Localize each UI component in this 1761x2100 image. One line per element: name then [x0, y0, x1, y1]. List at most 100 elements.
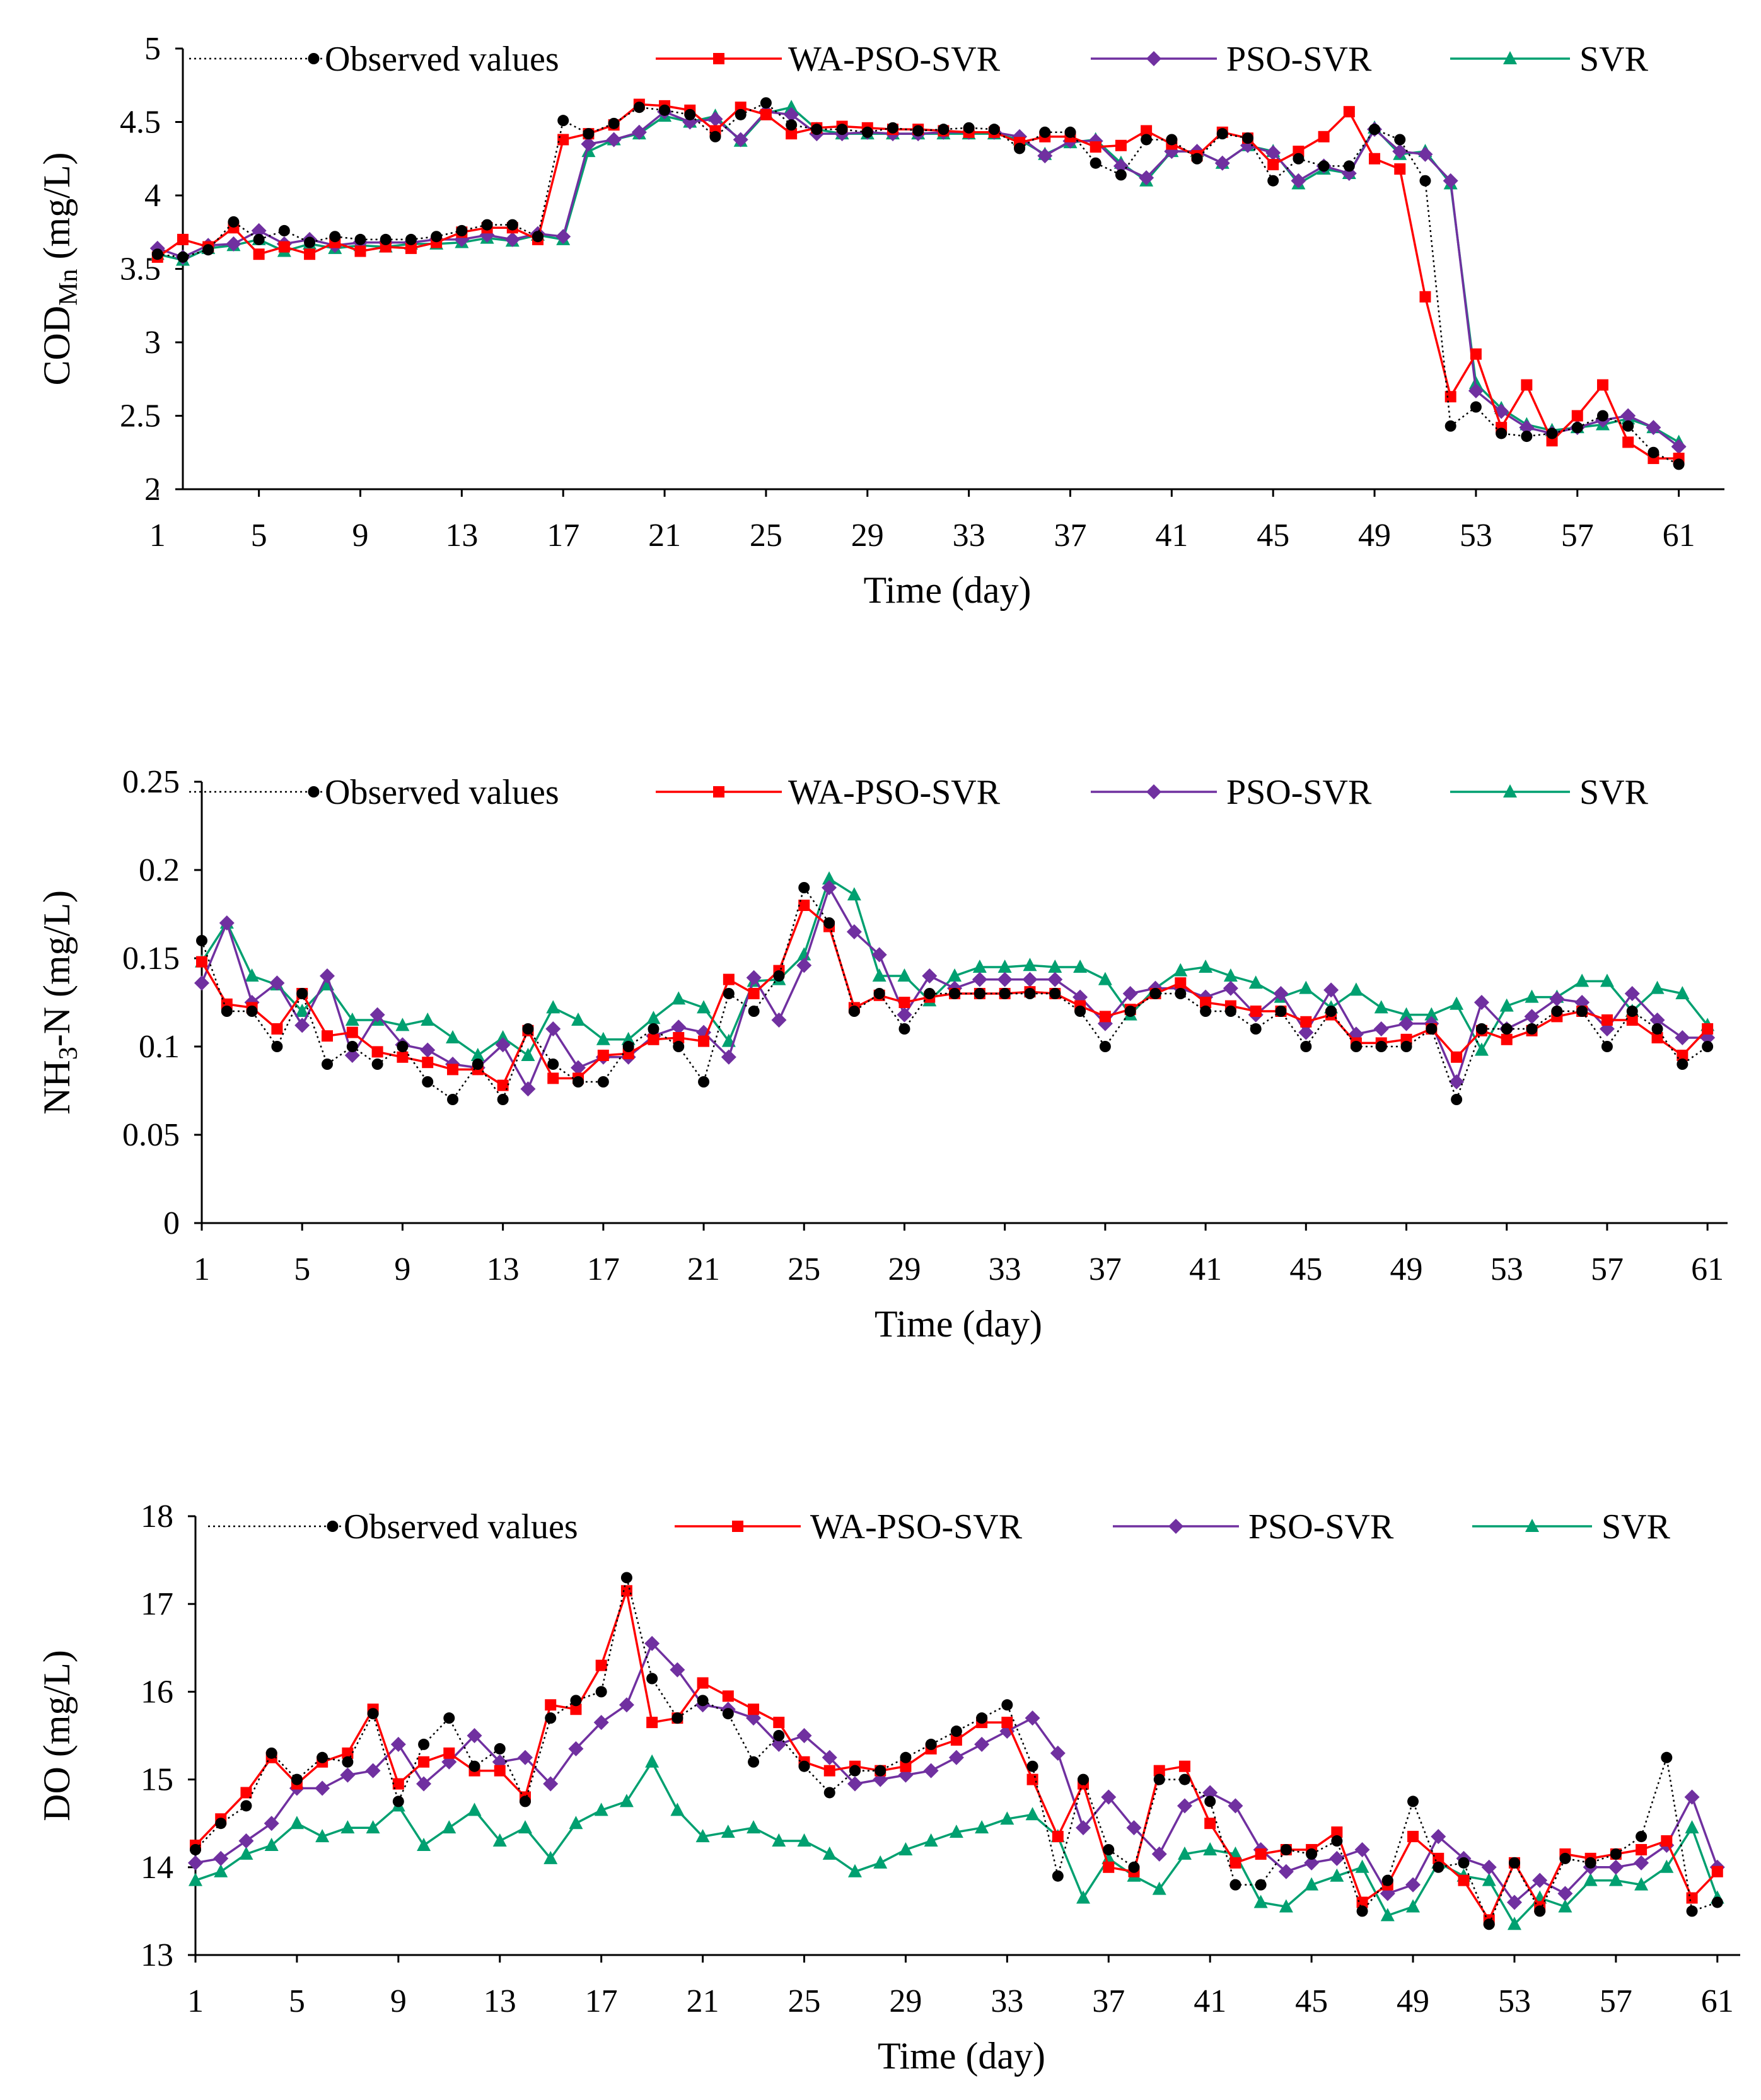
data-point-svr	[873, 1855, 888, 1869]
data-point-observed	[748, 1756, 760, 1768]
data-point-wa-pso-svr	[1702, 1023, 1714, 1035]
data-point-observed	[519, 1795, 531, 1807]
data-point-pso-svr	[1228, 1798, 1243, 1814]
data-point-pso-svr	[871, 947, 887, 963]
data-point-observed	[648, 1023, 660, 1035]
data-point-observed	[1343, 160, 1355, 172]
data-point-observed	[1375, 1041, 1387, 1052]
data-point-svr	[1450, 996, 1464, 1010]
data-point-observed	[532, 231, 543, 243]
y-axis-title-main: COD	[36, 306, 78, 386]
data-point-svr	[518, 1820, 532, 1834]
data-point-observed	[1229, 1879, 1241, 1891]
series-line-wa-pso-svr	[156, 103, 1679, 460]
legend-marker-pso-svr	[1146, 784, 1161, 799]
data-point-wa-pso-svr	[748, 1703, 760, 1715]
data-point-wa-pso-svr	[1175, 977, 1187, 989]
data-point-pso-svr	[320, 968, 335, 983]
data-point-pso-svr	[1671, 439, 1687, 455]
x-tick-label: 21	[687, 1983, 719, 2019]
data-point-svr	[1173, 963, 1188, 977]
data-point-pso-svr	[520, 1081, 536, 1097]
data-point-svr	[345, 1012, 359, 1026]
y-axis-title-main: DO	[36, 1766, 78, 1821]
data-point-observed	[583, 128, 595, 140]
data-point-pso-svr	[1646, 420, 1661, 436]
data-point-pso-svr	[1524, 1009, 1540, 1024]
data-point-svr	[1203, 1842, 1218, 1855]
series-wa-pso-svr	[151, 98, 1685, 465]
y-tick-label: 18	[141, 1499, 173, 1534]
x-tick-label: 33	[953, 518, 985, 554]
data-point-observed	[1394, 134, 1406, 146]
legend: Observed values WA-PSO-SVR PSO-SVR SVR	[208, 1507, 1671, 1546]
x-tick-label: 53	[1491, 1251, 1523, 1287]
chart-panel-1: 22.533.544.551 5 9 13 17 21 25 29 33 37 41 45 49 53 57…	[36, 31, 1724, 611]
x-tick-label: 45	[1289, 1251, 1322, 1287]
data-point-pso-svr	[644, 1635, 660, 1651]
data-point-observed	[1610, 1848, 1622, 1860]
data-point-pso-svr	[1223, 980, 1238, 996]
data-point-wa-pso-svr	[1407, 1831, 1419, 1843]
legend-label-svr: SVR	[1579, 40, 1649, 79]
data-point-pso-svr	[1624, 986, 1640, 1001]
data-point-pso-svr	[369, 1007, 385, 1023]
data-point-svr	[621, 1031, 636, 1045]
data-point-svr	[189, 1872, 202, 1886]
data-point-observed	[1596, 410, 1608, 422]
data-point-observed	[1673, 458, 1685, 470]
data-point-observed	[697, 1695, 709, 1707]
data-point-observed	[494, 1743, 506, 1755]
data-point-wa-pso-svr	[620, 1585, 632, 1597]
data-point-wa-pso-svr	[1026, 1773, 1038, 1785]
data-point-svr	[975, 1820, 989, 1834]
data-point-observed	[1280, 1843, 1292, 1855]
data-point-observed	[392, 1795, 404, 1807]
series-observed	[196, 882, 1714, 1105]
data-point-observed	[1275, 1006, 1287, 1017]
data-point-observed	[684, 108, 696, 120]
legend-label-svr: SVR	[1579, 773, 1649, 812]
data-point-observed	[633, 102, 645, 113]
x-tick-label: 33	[989, 1251, 1021, 1287]
data-point-svr	[784, 100, 799, 113]
data-point-svr	[1558, 1899, 1572, 1913]
data-point-wa-pso-svr	[823, 1765, 835, 1777]
data-point-svr	[1608, 1872, 1623, 1886]
data-point-observed	[1149, 988, 1161, 999]
data-point-wa-pso-svr	[1711, 1865, 1723, 1877]
y-axis-title-main: NH	[36, 1060, 78, 1115]
data-point-pso-svr	[1304, 1855, 1320, 1871]
data-point-wa-pso-svr	[397, 1051, 409, 1063]
data-point-wa-pso-svr	[1677, 1050, 1688, 1061]
data-point-wa-pso-svr	[1103, 1861, 1115, 1873]
x-tick-label: 61	[1663, 518, 1695, 554]
data-point-observed	[798, 882, 810, 893]
data-point-observed	[1166, 134, 1178, 146]
data-point-svr	[1406, 1899, 1421, 1913]
legend-marker-pso-svr	[1168, 1519, 1183, 1534]
data-point-observed	[773, 970, 785, 982]
data-point-wa-pso-svr	[447, 1064, 459, 1076]
data-point-svr	[467, 1802, 482, 1816]
data-point-wa-pso-svr	[1255, 1848, 1267, 1860]
data-point-svr	[239, 1846, 253, 1860]
series-line-observed	[157, 102, 1680, 465]
legend-marker-observed	[327, 1521, 339, 1532]
x-tick-label: 29	[851, 518, 884, 554]
data-point-pso-svr	[315, 1780, 330, 1796]
legend-marker-svr	[1525, 1519, 1539, 1532]
legend-label-pso-svr: PSO-SVR	[1226, 40, 1372, 79]
data-point-pso-svr	[581, 136, 596, 152]
data-point-svr	[521, 1048, 535, 1061]
data-point-observed	[1526, 1023, 1538, 1035]
data-point-pso-svr	[1443, 173, 1458, 189]
data-point-wa-pso-svr	[422, 1057, 434, 1069]
data-point-wa-pso-svr	[1501, 1033, 1513, 1045]
legend-label-wa-pso-svr: WA-PSO-SVR	[788, 773, 1001, 812]
data-point-wa-pso-svr	[547, 1072, 559, 1084]
data-point-wa-pso-svr	[494, 1765, 506, 1777]
data-point-svr	[395, 1018, 410, 1031]
data-point-wa-pso-svr	[773, 1717, 785, 1729]
data-point-pso-svr	[1468, 383, 1484, 398]
